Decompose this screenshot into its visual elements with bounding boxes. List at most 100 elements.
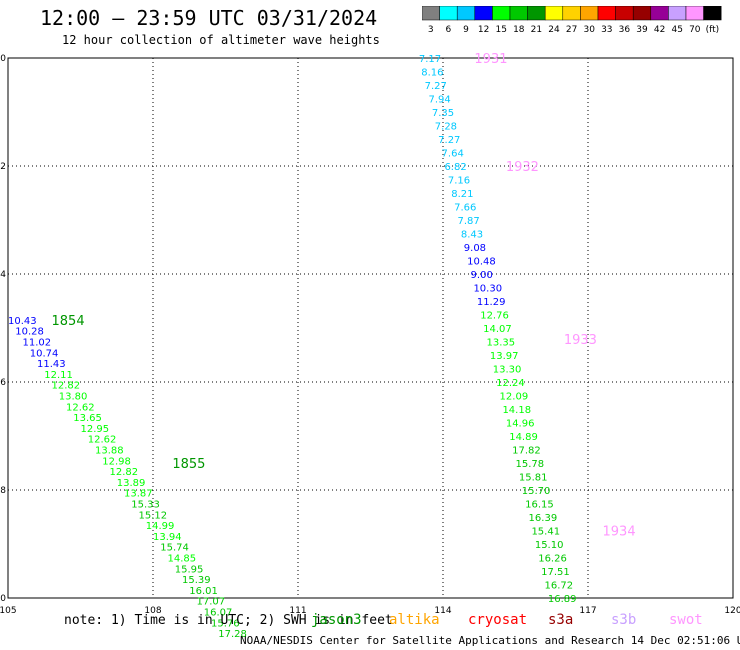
- wave-height-value: 12.82: [52, 381, 81, 392]
- wave-height-value: 15.10: [535, 540, 564, 551]
- wave-height-value: 12.76: [480, 311, 509, 322]
- lon-tick-label: 108: [144, 606, 161, 616]
- wave-height-value: 10.48: [467, 257, 496, 268]
- wave-height-value: 15.74: [160, 543, 189, 554]
- wave-height-value: 16.07: [204, 608, 233, 619]
- wave-height-value: 10.74: [30, 348, 59, 359]
- wave-height-value: 16.26: [538, 554, 567, 565]
- wave-height-value: 7.87: [458, 216, 480, 227]
- pass-time-label: 1854: [52, 314, 85, 329]
- wave-height-value: 13.94: [153, 532, 182, 543]
- wave-height-value: 15.95: [175, 564, 204, 575]
- wave-height-value: 9.08: [464, 243, 486, 254]
- wave-height-value: 11.43: [37, 359, 66, 370]
- wave-height-value: 16.89: [548, 594, 577, 605]
- wave-height-value: 14.85: [168, 554, 197, 565]
- pass-time-label: 1932: [506, 160, 539, 175]
- pass-time-label: 1855: [172, 457, 205, 472]
- wave-height-value: 14.18: [502, 405, 531, 416]
- footer-credit: NOAA/NESDIS Center for Satellite Applica…: [240, 634, 740, 647]
- wave-height-value: 12.62: [88, 435, 117, 446]
- wave-height-value: 7.27: [425, 81, 447, 92]
- wave-height-value: 15.12: [139, 510, 168, 521]
- wave-height-value: 7.66: [454, 203, 476, 214]
- colorbar-label: 70: [689, 25, 701, 35]
- satellite-label-s3b: s3b: [611, 612, 637, 628]
- wave-height-value: 15.78: [516, 459, 545, 470]
- wave-height-value: 7.64: [442, 149, 464, 160]
- colorbar-label: (ft): [706, 25, 720, 35]
- wave-height-value: 7.17: [419, 54, 441, 65]
- lat-tick-label: 48: [0, 486, 6, 496]
- colorbar-label: 33: [601, 25, 612, 35]
- wave-height-value: 12.95: [81, 424, 110, 435]
- satellite-label-jason3: jason3: [311, 612, 362, 628]
- wave-height-value: 6.82: [444, 162, 466, 173]
- wave-height-value: 15.41: [531, 527, 560, 538]
- wave-height-value: 12.82: [110, 467, 139, 478]
- colorbar-label: 15: [495, 25, 506, 35]
- colorbar-label: 24: [548, 25, 560, 35]
- lon-tick-label: 105: [0, 606, 17, 616]
- colorbar-label: 12: [478, 25, 489, 35]
- wave-height-value: 12.62: [66, 402, 95, 413]
- wave-height-value: 10.30: [473, 284, 502, 295]
- wave-height-value: 11.29: [477, 297, 506, 308]
- wave-height-value: 13.30: [493, 365, 522, 376]
- colorbar-label: 3: [428, 25, 434, 35]
- satellite-label-s3a: s3a: [548, 612, 574, 628]
- wave-height-value: 13.89: [117, 478, 146, 489]
- lon-tick-label: 114: [434, 606, 451, 616]
- pass-time-label: 1933: [564, 333, 597, 348]
- wave-height-value: 17.28: [218, 629, 247, 640]
- colorbar-label: 39: [636, 25, 648, 35]
- wave-height-value: 7.28: [435, 122, 457, 133]
- colorbar-label: 45: [671, 25, 682, 35]
- colorbar-label: 27: [566, 25, 577, 35]
- wave-height-value: 11.02: [23, 338, 52, 349]
- plot-frame: [7, 57, 734, 599]
- colorbar-label: 9: [463, 25, 469, 35]
- wave-height-value: 15.70: [522, 486, 551, 497]
- wave-height-value: 8.21: [451, 189, 473, 200]
- colorbar-label: 18: [513, 25, 525, 35]
- wave-height-value: 15.76: [211, 618, 240, 629]
- colorbar-label: 21: [531, 25, 542, 35]
- wave-height-value: 16.15: [525, 500, 554, 511]
- wave-height-value: 7.94: [429, 95, 451, 106]
- wave-height-value: 16.72: [545, 581, 574, 592]
- wave-height-value: 16.39: [529, 513, 558, 524]
- wave-height-value: 13.97: [490, 351, 519, 362]
- wave-height-value: 12.98: [102, 456, 131, 467]
- colorbar-label: 36: [619, 25, 631, 35]
- wave-height-value: 9.00: [471, 270, 493, 281]
- wave-height-value: 16.01: [189, 586, 218, 597]
- wave-height-value: 8.43: [461, 230, 483, 241]
- wave-height-value: 15.33: [131, 500, 160, 511]
- wave-height-value: 13.80: [59, 392, 88, 403]
- colorbar-swatch: [703, 6, 722, 21]
- wave-height-value: 13.87: [124, 489, 153, 500]
- wave-height-value: 17.51: [541, 567, 570, 578]
- wave-height-value: 17.82: [512, 446, 541, 457]
- wave-height-value: 13.88: [95, 446, 124, 457]
- lat-tick-label: 46: [0, 378, 6, 388]
- wave-height-value: 7.35: [432, 108, 454, 119]
- wave-height-value: 10.43: [8, 316, 37, 327]
- wave-height-value: 8.16: [421, 68, 443, 79]
- colorbar-label: 42: [654, 25, 665, 35]
- pass-time-label: 1931: [474, 52, 507, 67]
- lon-tick-label: 120: [724, 606, 740, 616]
- wave-height-value: 14.96: [506, 419, 535, 430]
- page-subtitle: 12 hour collection of altimeter wave hei…: [62, 33, 380, 47]
- note-text: note: 1) Time is in UTC; 2) SWH is in fe…: [64, 613, 393, 628]
- lat-tick-label: 42: [0, 162, 6, 172]
- page-title: 12:00 – 23:59 UTC 03/31/2024: [40, 6, 378, 30]
- wave-height-value: 15.81: [519, 473, 548, 484]
- colorbar-legend: 3 6 9 12 15 18 21 24 27 30 33 36 39 42 45 70 (ft): [422, 6, 722, 35]
- wave-height-value: 12.11: [44, 370, 73, 381]
- wave-height-value: 13.35: [487, 338, 516, 349]
- satellite-label-altika: altika: [389, 612, 440, 628]
- wave-height-value: 7.27: [438, 135, 460, 146]
